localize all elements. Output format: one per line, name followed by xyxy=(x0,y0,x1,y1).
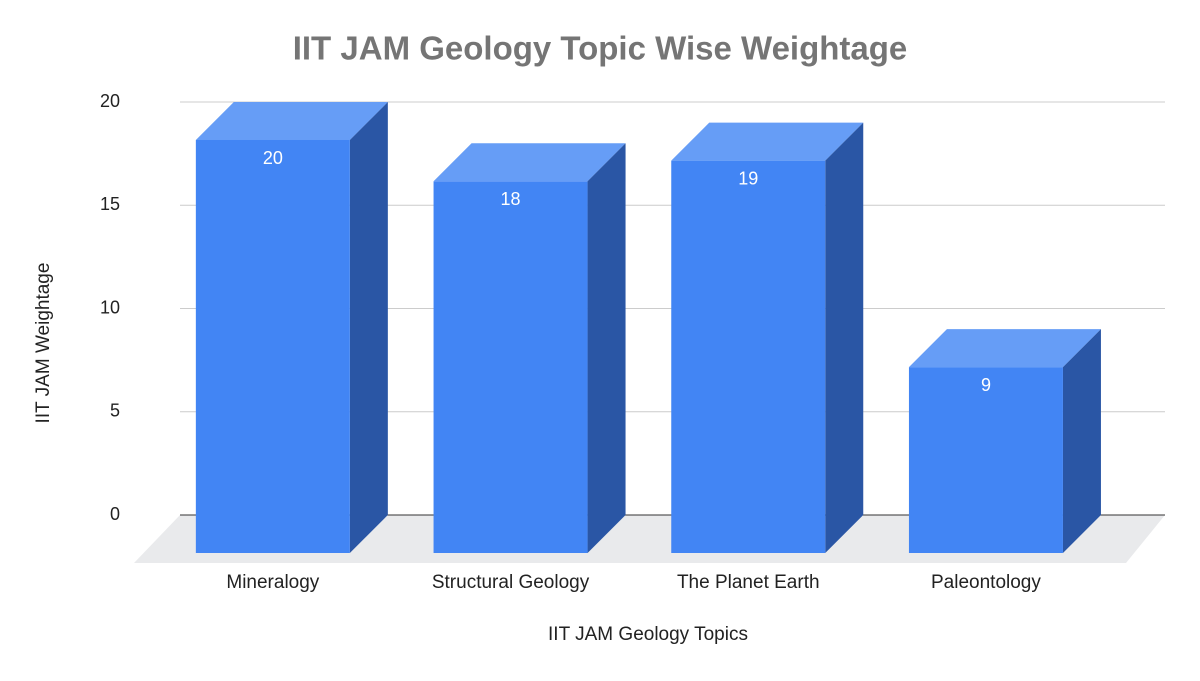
bar-side xyxy=(587,143,626,554)
value-label: 18 xyxy=(501,189,521,209)
bar-top xyxy=(671,122,864,161)
bar-side xyxy=(349,102,388,553)
y-tick-label: 20 xyxy=(100,91,120,111)
value-label: 9 xyxy=(981,375,991,395)
bar-top xyxy=(908,329,1101,368)
floor xyxy=(134,515,1165,563)
bar-side xyxy=(1062,329,1101,553)
x-axis-label: IIT JAM Geology Topics xyxy=(548,624,748,645)
y-axis-label: IIT JAM Weightage xyxy=(33,263,54,424)
bar xyxy=(671,160,826,553)
bar xyxy=(908,367,1063,553)
y-tick-label: 0 xyxy=(110,504,120,524)
x-tick-label: Mineralogy xyxy=(226,572,319,593)
x-tick-label: The Planet Earth xyxy=(677,572,820,593)
y-tick-label: 10 xyxy=(100,297,120,317)
bar xyxy=(433,181,588,554)
x-tick-label: Paleontology xyxy=(931,572,1041,593)
bar-top xyxy=(433,143,626,182)
value-label: 20 xyxy=(263,148,283,168)
y-tick-label: 5 xyxy=(110,401,120,421)
chart-title: IIT JAM Geology Topic Wise Weightage xyxy=(293,30,908,67)
bar xyxy=(195,140,350,553)
bar-side xyxy=(825,122,864,554)
x-tick-label: Structural Geology xyxy=(432,572,590,593)
value-label: 19 xyxy=(738,168,758,188)
y-tick-label: 15 xyxy=(100,194,120,214)
bar-top xyxy=(195,102,388,140)
